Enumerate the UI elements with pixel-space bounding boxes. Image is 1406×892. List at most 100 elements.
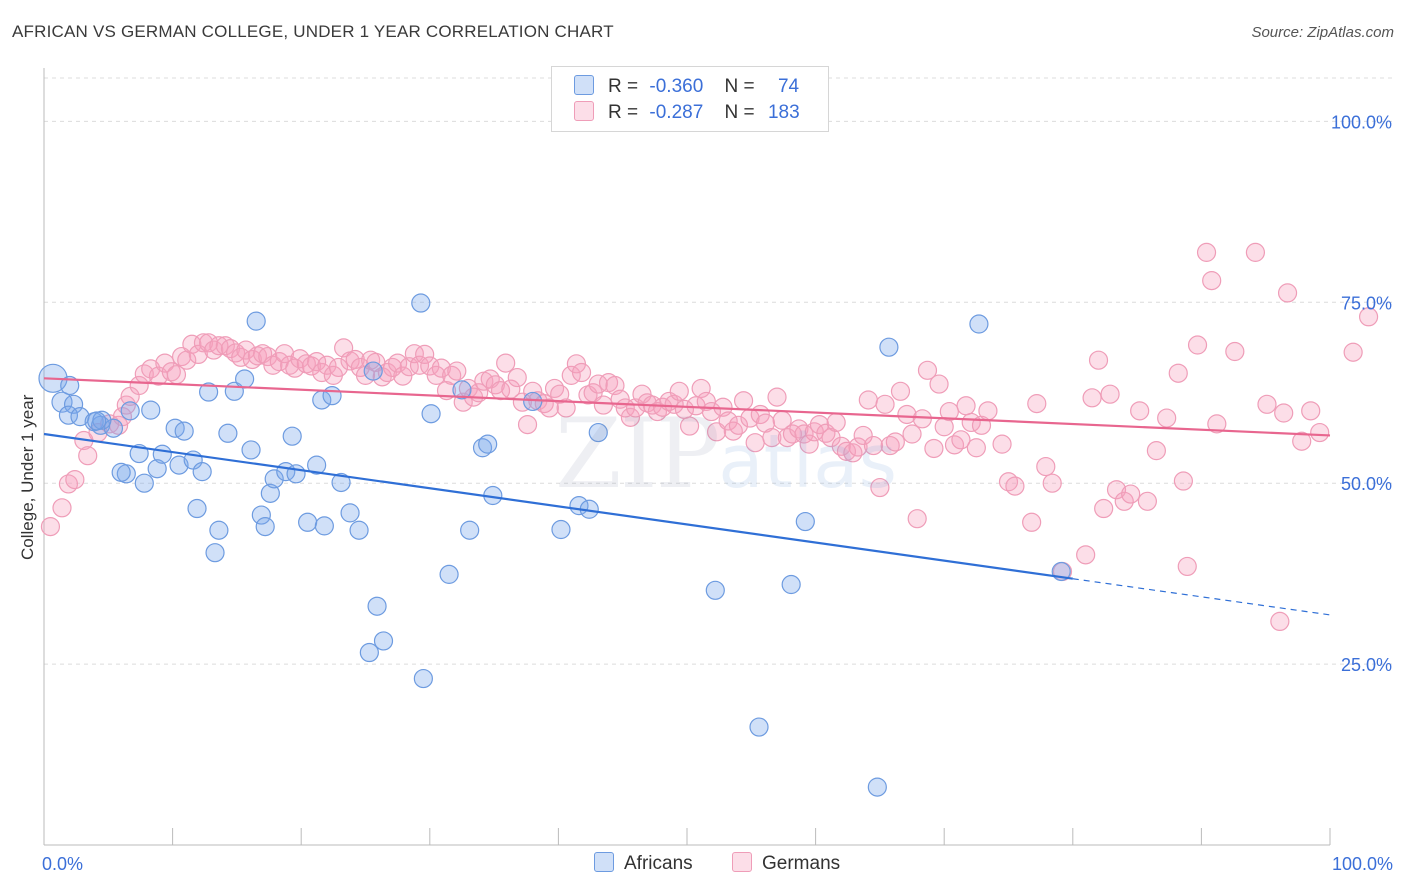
africans-points (38, 293, 1071, 797)
bottom-legend-africans: Africans (594, 852, 693, 875)
german-point (848, 437, 868, 457)
german-point (1082, 388, 1102, 408)
german-point (263, 355, 283, 375)
german-point (1225, 341, 1245, 362)
german-point (1257, 394, 1277, 414)
african-point (363, 361, 383, 381)
african-point (472, 438, 493, 458)
german-point (409, 355, 430, 375)
german-point (718, 411, 738, 431)
african-point (867, 777, 887, 797)
german-point (1114, 491, 1134, 511)
african-point (452, 380, 472, 400)
african-point (588, 422, 608, 443)
german-point (1343, 342, 1363, 362)
y-tick-label: 100.0% (1331, 112, 1392, 132)
german-point (1094, 498, 1114, 519)
german-point (1100, 384, 1120, 404)
african-point (460, 520, 480, 540)
african-point (92, 410, 112, 430)
source-label: Source: ZipAtlas.com (1251, 24, 1394, 41)
german-point (431, 358, 451, 378)
german-point (1177, 556, 1197, 577)
african-point (235, 369, 255, 389)
african-point (205, 543, 225, 563)
african-point (421, 404, 441, 424)
bottom-legend-germans: Germans (732, 852, 840, 875)
african-point (209, 520, 229, 540)
german-point (328, 357, 349, 378)
germans-points (40, 242, 1379, 632)
african-point (251, 505, 271, 525)
german-point (52, 498, 72, 518)
german-point (1301, 401, 1321, 421)
german-point (951, 430, 971, 450)
africans-legend-label: Africans (624, 853, 693, 874)
german-point (215, 336, 235, 356)
german-point (78, 446, 98, 466)
legend-r-label: R = (608, 102, 639, 123)
german-point (863, 435, 884, 456)
german-point (290, 349, 310, 369)
german-point (1137, 491, 1157, 511)
german-point (620, 407, 641, 427)
african-point (879, 337, 899, 357)
german-point (1292, 431, 1312, 451)
german-point (280, 355, 300, 375)
german-point (782, 424, 803, 444)
african-point (187, 498, 207, 519)
german-point (65, 469, 85, 490)
german-point (1168, 363, 1188, 383)
german-point (415, 344, 435, 365)
african-point (969, 314, 989, 334)
german-point (1022, 512, 1042, 532)
german-point (507, 367, 527, 388)
german-point (1310, 422, 1330, 443)
africans-legend-swatch (594, 852, 614, 872)
axes (43, 68, 1331, 846)
african-point (551, 519, 571, 540)
trend-lines (43, 377, 1331, 616)
german-point (912, 409, 932, 429)
africans-trend-extension (1072, 578, 1331, 616)
legend-row-africans: R = -0.360 N = 74 (574, 75, 799, 101)
african-point (264, 469, 284, 489)
african-point (282, 426, 302, 446)
african-point (255, 517, 275, 537)
german-point (1245, 242, 1266, 262)
african-point (314, 516, 334, 536)
african-point (103, 418, 124, 438)
german-point (161, 362, 181, 382)
y-tick-label: 50.0% (1341, 474, 1392, 494)
african-point (192, 462, 212, 482)
african-point (781, 574, 801, 595)
german-point (924, 438, 944, 459)
african-point (260, 483, 280, 503)
german-point (1207, 414, 1227, 434)
german-point (679, 416, 700, 436)
legend-n-label: N = (724, 102, 755, 123)
german-point (767, 387, 787, 407)
german-point (517, 414, 538, 435)
german-point (193, 333, 214, 353)
legend-r-label: R = (608, 76, 639, 97)
german-point (556, 398, 576, 418)
legend-r-value-africans: -0.360 (649, 76, 704, 97)
german-point (1358, 307, 1379, 327)
african-point (51, 391, 73, 413)
german-point (1196, 242, 1217, 262)
german-point (571, 362, 592, 383)
german-point (307, 352, 327, 372)
german-point (728, 415, 749, 435)
german-point (885, 432, 905, 452)
legend-n-label: N = (724, 76, 755, 97)
german-point (853, 425, 873, 446)
tick-labels: 25.0% 50.0% 75.0% 100.0% 0.0% 100.0% (42, 112, 1393, 874)
german-point (1036, 456, 1056, 477)
african-point (439, 564, 459, 584)
african-point (120, 401, 140, 421)
german-point (393, 366, 413, 386)
african-point (331, 472, 351, 493)
german-point (1121, 484, 1141, 504)
